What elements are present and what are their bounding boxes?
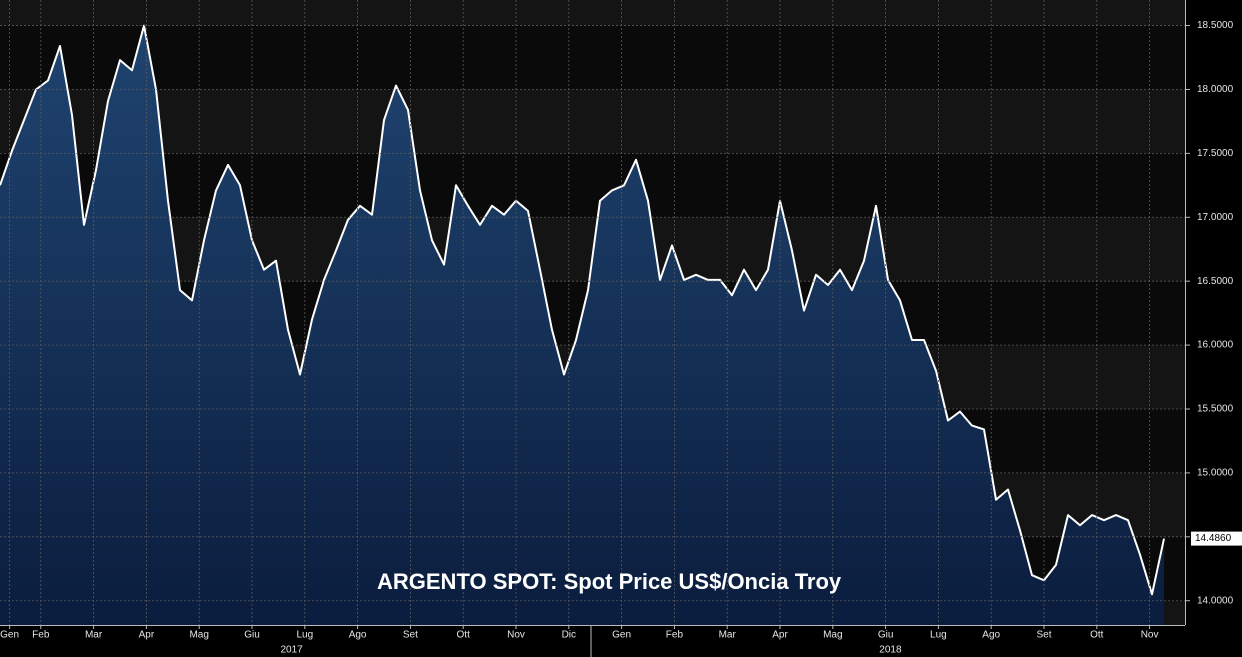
area [0, 25, 1164, 626]
year-label: 2017 [280, 645, 303, 656]
x-tick-label: Ago [349, 630, 367, 641]
x-tick-label: Dic [562, 630, 576, 641]
x-tick-label: Mag [823, 630, 842, 641]
x-tick-label: Giu [878, 630, 894, 641]
x-tick-label: Mar [85, 630, 103, 641]
x-tick-label: Lug [930, 630, 947, 641]
x-tick-label: Giu [244, 630, 260, 641]
band [0, 153, 1185, 218]
x-axis-panel [0, 625, 1185, 657]
x-tick-label: Apr [772, 630, 788, 641]
x-tick-label: Apr [139, 630, 155, 641]
year-label: 2018 [879, 645, 902, 656]
y-tick-label: 18.0000 [1197, 84, 1234, 95]
x-tick-label: Feb [666, 630, 684, 641]
y-tick-label: 17.5000 [1197, 148, 1234, 159]
x-tick-label: Ott [457, 630, 471, 641]
x-tick-label: Mag [189, 630, 208, 641]
x-tick-label: Ago [982, 630, 1000, 641]
chart-title: ARGENTO SPOT: Spot Price US$/Oncia Troy [377, 569, 842, 594]
x-tick-label: Ott [1090, 630, 1104, 641]
x-tick-label: Gen [612, 630, 631, 641]
y-axis-panel [1185, 0, 1242, 657]
last-price-box [1191, 531, 1242, 546]
x-tick-label: Mar [719, 630, 737, 641]
price-line [0, 24, 1165, 596]
x-tick-label: Feb [32, 630, 50, 641]
x-tick-label: Nov [1141, 630, 1159, 641]
x-tick-label: Set [1036, 630, 1051, 641]
y-tick-label: 17.0000 [1197, 212, 1234, 223]
y-tick-label: 15.0000 [1197, 468, 1234, 479]
x-tick-label: Nov [507, 630, 525, 641]
plot [0, 24, 1165, 626]
y-tick-label: 18.5000 [1197, 20, 1234, 31]
y-tick-label: 16.5000 [1197, 276, 1234, 287]
y-tick-label: 15.5000 [1197, 404, 1234, 415]
y-tick-label: 14.0000 [1197, 595, 1234, 606]
y-tick-label: 16.0000 [1197, 340, 1234, 351]
band [0, 25, 1185, 90]
last-price-label: 14.4860 [1195, 533, 1232, 544]
x-tick-label: Lug [296, 630, 313, 641]
grid [0, 0, 1185, 625]
x-tick-label: Set [403, 630, 418, 641]
x-tick-label: Gen [0, 630, 19, 641]
